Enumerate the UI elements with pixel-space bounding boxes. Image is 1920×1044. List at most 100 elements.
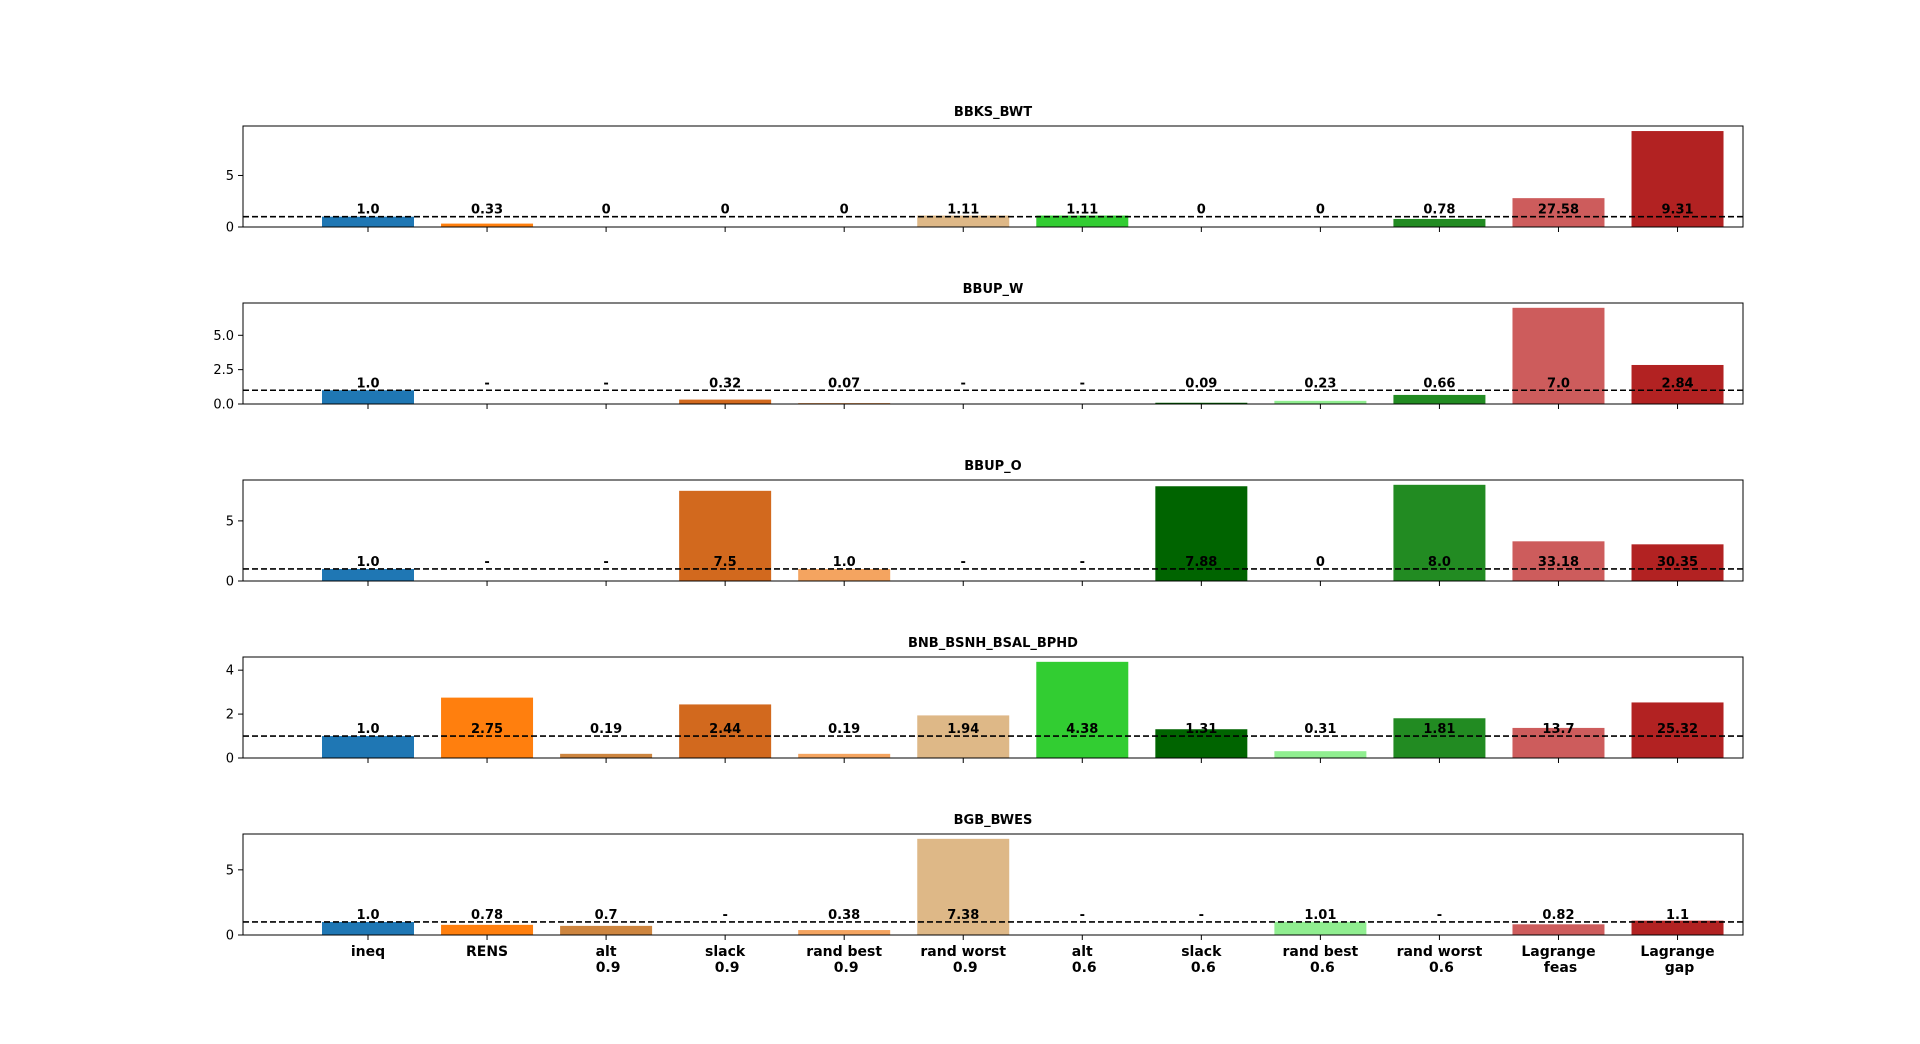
- value-label: 0.7: [595, 908, 618, 923]
- panel-title: BBKS_BWT: [954, 105, 1032, 120]
- bar-2-4: [798, 568, 891, 581]
- bar-0-5: [917, 215, 1010, 227]
- bar-4-1: [441, 924, 534, 935]
- value-label: 13.7: [1542, 722, 1574, 737]
- value-label: 8.0: [1428, 555, 1451, 570]
- x-tick-label: alt: [596, 944, 617, 960]
- x-tick-label: rand best: [806, 944, 882, 960]
- value-label: 0.23: [1304, 376, 1336, 391]
- value-label: -: [1199, 908, 1204, 923]
- value-label: 1.1: [1666, 908, 1689, 923]
- axes-frame: [242, 833, 1744, 936]
- x-tick-label: feas: [1544, 960, 1577, 976]
- bar-1-8: [1274, 400, 1367, 404]
- value-label: -: [961, 555, 966, 570]
- y-tick-label: 0: [226, 929, 234, 944]
- value-label: 2.44: [709, 722, 741, 737]
- bar-4-11: [1631, 920, 1724, 935]
- value-label: -: [484, 555, 489, 570]
- value-label: -: [722, 908, 727, 923]
- y-tick-label: 0: [226, 752, 234, 767]
- bar-3-6: [1036, 661, 1129, 758]
- value-label: 33.18: [1538, 555, 1579, 570]
- value-label: 7.0: [1547, 376, 1570, 391]
- value-label: 7.88: [1185, 555, 1217, 570]
- x-tick-label: Lagrange: [1521, 944, 1595, 960]
- value-label: 0: [1316, 555, 1325, 570]
- x-tick-label: 0.9: [715, 960, 740, 976]
- bar-1-11: [1631, 364, 1724, 404]
- value-label: 0.19: [828, 722, 860, 737]
- value-label: 1.0: [356, 555, 379, 570]
- bar-0-10: [1512, 198, 1605, 227]
- value-label: 0: [1316, 203, 1325, 218]
- value-label: 1.11: [947, 203, 979, 218]
- panel-title: BNB_BSNH_BSAL_BPHD: [908, 636, 1078, 651]
- x-tick-label: alt: [1072, 944, 1093, 960]
- value-label: 4.38: [1066, 722, 1098, 737]
- x-tick-label: rand worst: [1397, 944, 1483, 960]
- bar-2-9: [1393, 484, 1486, 581]
- value-label: 0.82: [1542, 908, 1574, 923]
- y-tick-label: 5: [226, 863, 234, 878]
- value-label: 7.5: [714, 555, 737, 570]
- value-label: -: [603, 555, 608, 570]
- bar-3-8: [1274, 751, 1367, 758]
- value-label: 0.38: [828, 908, 860, 923]
- value-label: 1.0: [833, 555, 856, 570]
- bar-2-0: [322, 568, 414, 581]
- axes-frame: [242, 302, 1744, 405]
- bar-4-4: [798, 930, 891, 935]
- value-label: -: [484, 376, 489, 391]
- x-tick-label: Lagrange: [1640, 944, 1714, 960]
- bar-1-7: [1155, 402, 1248, 404]
- x-tick-label: rand best: [1282, 944, 1358, 960]
- value-label: 0.33: [471, 203, 503, 218]
- x-tick-label: 0.9: [953, 960, 978, 976]
- y-tick-label: 4: [226, 664, 234, 679]
- bar-2-10: [1512, 541, 1605, 581]
- value-label: 0.32: [709, 376, 741, 391]
- value-label: -: [1080, 908, 1085, 923]
- axes-frame: [242, 479, 1744, 582]
- value-label: 7.38: [947, 908, 979, 923]
- y-tick-label: 0.0: [213, 398, 234, 413]
- bar-0-9: [1393, 218, 1486, 227]
- value-label: 1.0: [356, 908, 379, 923]
- value-label: 0: [840, 203, 849, 218]
- x-tick-label: slack: [1181, 944, 1222, 960]
- value-label: -: [1080, 555, 1085, 570]
- value-label: 1.0: [356, 376, 379, 391]
- bar-0-0: [322, 216, 414, 227]
- value-label: 25.32: [1657, 722, 1698, 737]
- bar-3-0: [322, 736, 414, 758]
- value-label: 0.78: [1423, 203, 1455, 218]
- value-label: 1.94: [947, 722, 979, 737]
- value-label: 0.09: [1185, 376, 1217, 391]
- value-label: -: [961, 376, 966, 391]
- value-label: 0.19: [590, 722, 622, 737]
- value-label: -: [603, 376, 608, 391]
- value-label: 0: [721, 203, 730, 218]
- value-label: 0.66: [1423, 376, 1455, 391]
- bar-4-10: [1512, 924, 1605, 935]
- x-tick-label: slack: [705, 944, 746, 960]
- bar-3-2: [560, 753, 653, 758]
- value-label: 0.78: [471, 908, 503, 923]
- bar-3-4: [798, 753, 891, 758]
- y-tick-label: 2: [226, 708, 234, 723]
- x-tick-label: 0.6: [1072, 960, 1097, 976]
- value-label: 1.31: [1185, 722, 1217, 737]
- value-label: 9.31: [1661, 203, 1693, 218]
- bar-3-10: [1512, 727, 1605, 758]
- bar-0-1: [441, 223, 534, 227]
- x-tick-label: ineq: [351, 944, 385, 960]
- axes-frame: [242, 656, 1744, 759]
- bar-3-9: [1393, 718, 1486, 758]
- x-tick-label: RENS: [466, 944, 508, 960]
- value-label: 1.81: [1423, 722, 1455, 737]
- value-label: 1.11: [1066, 203, 1098, 218]
- x-tick-label: 0.9: [596, 960, 621, 976]
- bar-3-11: [1631, 702, 1724, 758]
